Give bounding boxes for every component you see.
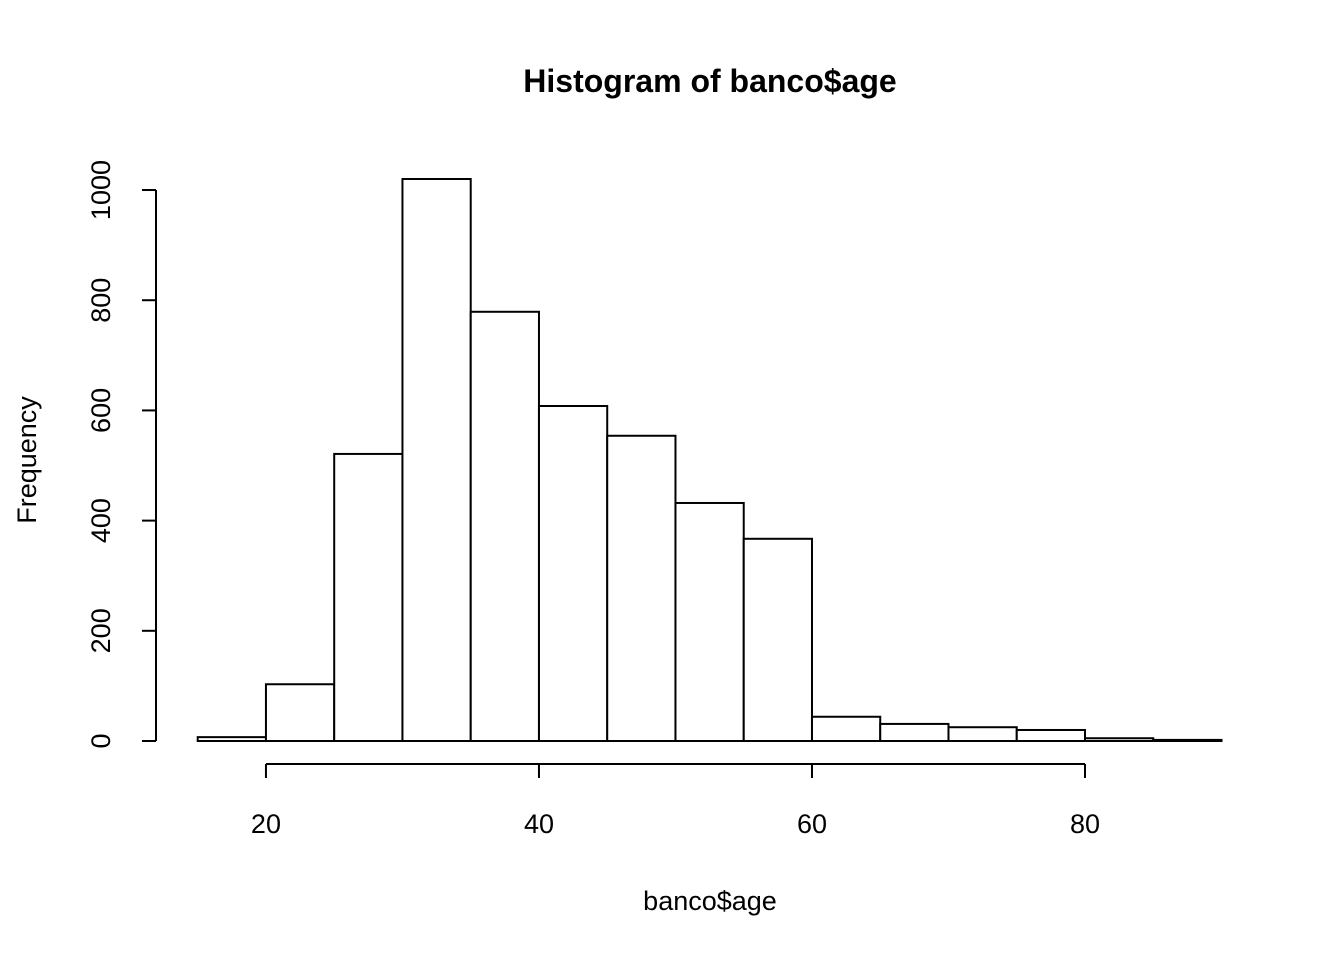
x-axis-label: banco$age xyxy=(643,886,777,916)
bar xyxy=(606,434,677,742)
bar xyxy=(742,537,813,743)
x-tick-label: 20 xyxy=(251,809,281,839)
bar xyxy=(674,501,745,742)
y-tick-label: 200 xyxy=(86,608,116,653)
bar xyxy=(196,736,267,742)
x-tick-label: 40 xyxy=(524,809,554,839)
chart-title: Histogram of banco$age xyxy=(523,63,896,99)
bar xyxy=(1083,737,1155,743)
y-tick-label: 1000 xyxy=(86,160,116,220)
bar xyxy=(810,715,882,742)
bar xyxy=(537,405,609,742)
x-tick-label: 80 xyxy=(1070,809,1100,839)
bar xyxy=(879,722,950,743)
y-tick-label: 0 xyxy=(86,733,116,748)
x-tick-label: 60 xyxy=(797,809,827,839)
y-tick-label: 600 xyxy=(86,388,116,433)
y-tick-label: 800 xyxy=(86,278,116,323)
y-axis-label: Frequency xyxy=(12,396,42,524)
bar xyxy=(401,178,472,742)
bar xyxy=(947,726,1018,742)
bar xyxy=(1015,728,1086,743)
bar xyxy=(264,683,336,743)
y-tick-label: 400 xyxy=(86,498,116,543)
bar xyxy=(1152,738,1223,742)
bar xyxy=(469,310,540,742)
bar xyxy=(333,452,404,742)
